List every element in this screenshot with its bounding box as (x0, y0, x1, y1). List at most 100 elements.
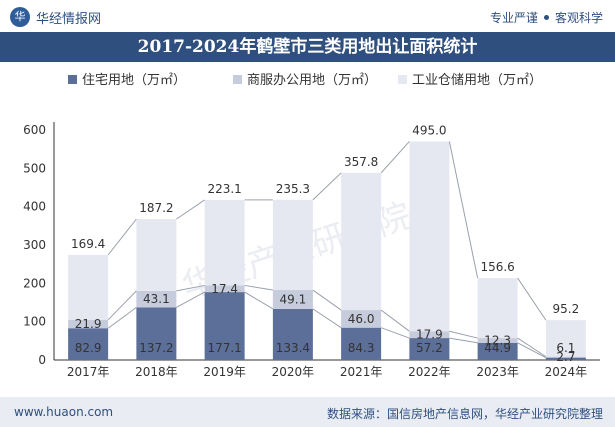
series-connector-line (517, 277, 547, 321)
series-connector-line (176, 291, 205, 308)
series-connector-line (176, 199, 205, 220)
series-connector-line (312, 308, 342, 329)
data-label: 187.2 (139, 201, 173, 215)
bar-segment (204, 292, 245, 360)
bar-segment (204, 199, 245, 286)
series-connector-line (449, 337, 478, 344)
series-connector-line (107, 307, 137, 329)
bar-segment (545, 320, 586, 357)
stacked-bar-chart: 华经产业研究院住宅用地（万㎡）商服办公用地（万㎡）工业仓储用地（万㎡）01002… (23, 73, 600, 379)
tagline-right: 客观科学 (554, 11, 603, 25)
legend-swatch-1 (68, 75, 77, 84)
data-label: 133.4 (276, 341, 310, 355)
x-tick-label: 2023年 (476, 365, 519, 379)
series-connector-line (517, 337, 547, 358)
legend-label-1: 住宅用地（万㎡） (82, 73, 186, 88)
x-tick-label: 2017年 (67, 365, 110, 379)
series-connector-line (176, 284, 205, 292)
x-tick-label: 2018年 (135, 365, 178, 379)
data-label: 177.1 (207, 341, 241, 355)
x-tick-label: 2020年 (272, 365, 315, 379)
series-connector-line (380, 141, 410, 174)
bar-segment (136, 290, 177, 308)
footer-bar: www.huaon.com 数据来源：国信房地产信息网，华经产业研究院整理 (0, 397, 615, 427)
series-connector-line (312, 172, 342, 201)
x-tick-label: 2024年 (545, 365, 588, 379)
y-tick-label: 0 (38, 353, 46, 367)
data-label: 43.1 (143, 292, 170, 306)
bar-segment (409, 338, 450, 360)
website-link[interactable]: www.huaon.com (14, 405, 114, 419)
y-tick-label: 200 (23, 276, 46, 290)
data-label: 49.1 (280, 292, 307, 306)
x-tick-label: 2022年 (408, 365, 451, 379)
legend-label-2: 商服办公用地（万㎡） (247, 73, 377, 88)
y-tick-label: 600 (23, 123, 46, 137)
data-label: 44.9 (484, 341, 511, 355)
brand-name: 华经情报网 (36, 11, 102, 27)
data-label: 82.9 (75, 341, 102, 355)
legend-swatch-3 (398, 75, 407, 84)
tagline-left: 专业严谨 (489, 11, 538, 25)
bar-segment (409, 331, 450, 339)
data-label: 2.7 (556, 350, 575, 364)
data-label: 235.3 (276, 182, 310, 196)
series-connector-line (380, 327, 410, 339)
series-connector-line (107, 218, 137, 256)
bar-segment (477, 338, 518, 343)
bar-segment (272, 199, 313, 291)
data-label: 223.1 (207, 182, 241, 196)
data-label: 57.2 (416, 341, 443, 355)
x-tick-label: 2019年 (203, 365, 246, 379)
bar-segment (545, 357, 586, 360)
data-label: 84.3 (348, 341, 375, 355)
x-tick-label: 2021年 (340, 365, 383, 379)
y-tick-label: 300 (23, 238, 46, 252)
header-bar: 华 华经情报网 专业严谨 客观科学 (0, 0, 615, 32)
tagline: 专业严谨 客观科学 (490, 9, 603, 26)
data-label: 357.8 (344, 155, 378, 169)
data-source: 数据来源：国信房地产信息网，华经产业研究院整理 (326, 407, 603, 421)
bar-segment (68, 328, 109, 360)
legend-label-3: 工业仓储用地（万㎡） (412, 73, 542, 88)
bar-segment (272, 290, 313, 309)
y-tick-label: 400 (23, 200, 46, 214)
data-label: 95.2 (553, 302, 580, 316)
data-label: 156.6 (480, 260, 514, 274)
data-label: 12.3 (484, 333, 511, 347)
data-label: 21.9 (75, 317, 102, 331)
data-label: 137.2 (139, 341, 173, 355)
bar-segment (477, 342, 518, 360)
bar-segment (477, 278, 518, 339)
data-label: 17.9 (416, 328, 443, 342)
series-connector-line (244, 291, 274, 310)
bar-segment (68, 319, 109, 329)
bar-segment (136, 307, 177, 360)
series-connector-line (107, 290, 137, 321)
brand[interactable]: 华 华经情报网 (10, 7, 101, 27)
bar-segment (409, 141, 450, 332)
bar-segment (545, 356, 586, 358)
series-connector-line (380, 309, 410, 332)
bar-segment (341, 327, 382, 360)
legend-swatch-2 (233, 75, 242, 84)
series-connector-line (449, 330, 478, 339)
data-label: 6.1 (556, 341, 575, 355)
data-label: 17.4 (211, 282, 238, 296)
y-tick-label: 500 (23, 161, 46, 175)
separator-dot-icon (543, 15, 549, 20)
brand-logo-icon: 华 (10, 7, 30, 27)
data-label: 46.0 (348, 312, 375, 326)
bar-segment (68, 254, 109, 320)
data-label: 495.0 (412, 123, 446, 137)
series-connector-line (517, 342, 547, 359)
bar-segment (272, 308, 313, 360)
bar-segment (341, 310, 382, 328)
series-connector-line (244, 284, 273, 291)
series-connector-line (312, 289, 342, 311)
chart-title: 2017-2024年鹤壁市三类用地出让面积统计 (0, 32, 615, 62)
bar-segment (136, 219, 177, 291)
series-connector-line (448, 141, 479, 279)
y-tick-label: 100 (23, 315, 46, 329)
data-label: 169.4 (71, 237, 105, 251)
